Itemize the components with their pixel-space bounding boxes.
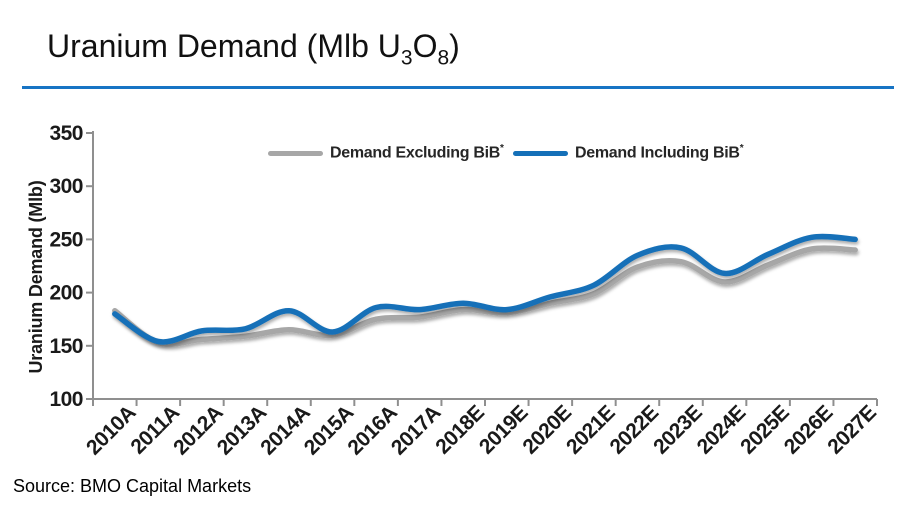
legend-swatch-including-bib [513,150,568,156]
series-line-excluding-bib [112,245,858,348]
axes-layer [86,131,878,406]
x-tick-label: 2027E [823,401,881,459]
x-tick-label: 2023E [649,401,707,459]
source-attribution: Source: BMO Capital Markets [13,476,252,496]
series-layer [112,233,858,348]
x-tick-label: 2021E [562,401,620,459]
x-tick-label: 2020E [518,401,576,459]
y-tick-label: 200 [49,282,83,305]
title-subscript-3: 3 [400,46,413,70]
x-tick-label: 2010A [82,401,140,459]
series-line-including-bib [112,233,858,345]
legend-label-excluding-bib: Demand Excluding BiB* [330,143,504,162]
legend-text: Demand Including BiB [575,144,740,162]
legend-label-including-bib: Demand Including BiB* [575,143,744,162]
legend-asterisk: * [500,143,504,155]
x-tick-label: 2024E [693,401,751,459]
title-text-o: O [412,28,438,64]
x-tick-label: 2026E [780,401,838,459]
legend-swatch-excluding-bib [268,150,323,156]
labels-layer: 1001502002503003502010A2011A2012A2013A20… [49,122,881,460]
y-tick-label: 100 [49,388,83,411]
y-tick-label: 250 [49,228,83,251]
legend-text: Demand Excluding BiB [330,144,501,162]
x-tick-label: 2022E [606,401,664,459]
legend-item-including-bib: Demand Including BiB* [513,143,744,162]
legend-item-excluding-bib: Demand Excluding BiB* [268,143,504,162]
page-title: Uranium Demand (Mlb U3O8) [47,28,460,70]
x-tick-label: 2017A [387,401,445,459]
y-axis-title: Uranium Demand (Mlb) [26,180,46,374]
y-tick-label: 350 [49,122,83,145]
title-text-close: ) [449,28,460,64]
x-tick-label: 2019E [475,401,533,459]
x-tick-label: 2018E [431,401,489,459]
title-text: Uranium Demand (Mlb U [47,28,401,64]
title-subscript-8: 8 [437,46,450,70]
y-tick-label: 300 [49,175,83,198]
y-tick-label: 150 [49,335,83,358]
x-tick-label: 2025E [736,401,794,459]
title-underline-rule [22,86,894,89]
legend-asterisk: * [739,143,744,155]
